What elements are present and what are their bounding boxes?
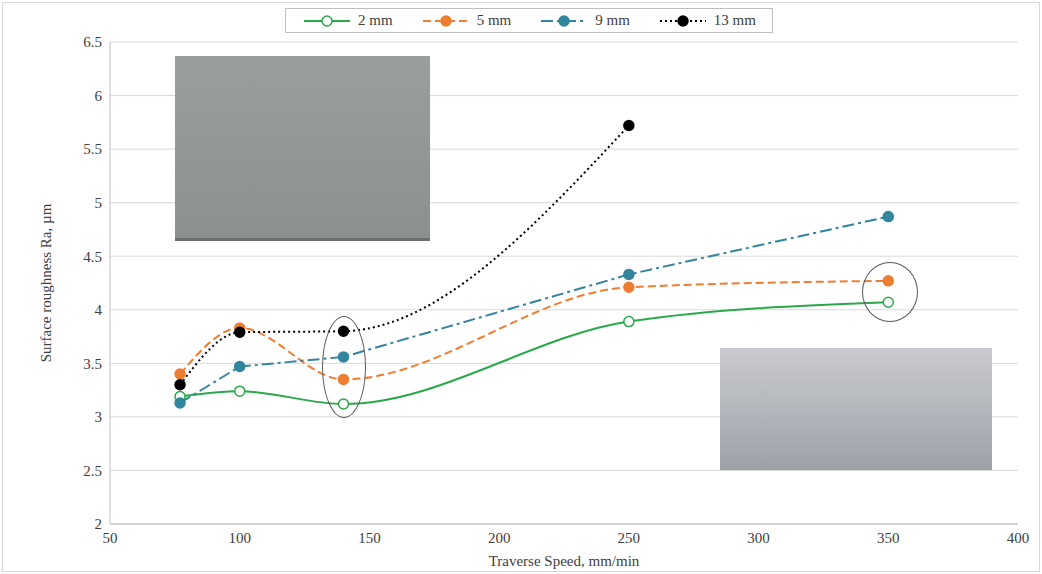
svg-text:100: 100 [228, 530, 251, 546]
html-text:2 mm: 2 mm [358, 12, 393, 28]
svg-text:250: 250 [618, 530, 641, 546]
svg-text:2: 2 [95, 516, 103, 532]
svg-text:4: 4 [95, 302, 103, 318]
svg-text:5.5: 5.5 [83, 141, 102, 157]
svg-text:6: 6 [95, 88, 103, 104]
html-text:9 mm: 9 mm [595, 12, 630, 28]
svg-text:4.5: 4.5 [83, 249, 102, 265]
svg-text:400: 400 [1007, 530, 1030, 546]
svg-text:Traverse Speed, mm/min: Traverse Speed, mm/min [489, 553, 640, 569]
svg-text:2.5: 2.5 [83, 463, 102, 479]
svg-text:150: 150 [358, 530, 381, 546]
svg-text:6.5: 6.5 [83, 34, 102, 50]
svg-text:5: 5 [95, 195, 103, 211]
html-text:13 mm: 13 mm [713, 12, 756, 28]
html-text:5 mm: 5 mm [476, 12, 512, 28]
svg-text:3.5: 3.5 [83, 356, 102, 372]
svg-text:300: 300 [747, 530, 770, 546]
svg-text:Surface roughness Ra, µm: Surface roughness Ra, µm [38, 203, 54, 362]
svg-text:3: 3 [95, 409, 103, 425]
svg-text:350: 350 [877, 530, 900, 546]
svg-text:200: 200 [488, 530, 511, 546]
svg-text:50: 50 [103, 530, 118, 546]
